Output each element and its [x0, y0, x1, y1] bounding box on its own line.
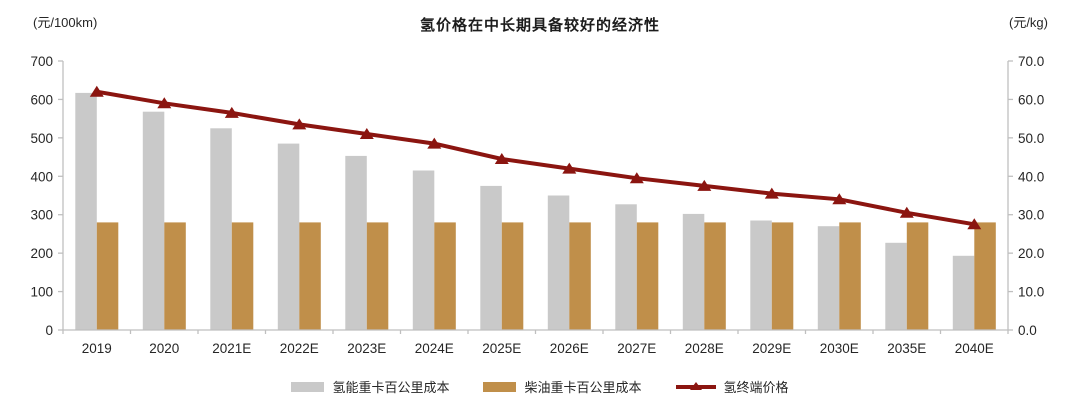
bar-h2-2019	[75, 92, 97, 331]
line-marker-2028E	[697, 179, 712, 191]
bar-diesel-2026E	[569, 222, 591, 330]
left-axis-unit-label: (元/100km)	[33, 15, 98, 30]
bar-h2-2025E	[480, 185, 502, 330]
h2-price-line	[96, 89, 975, 227]
bar-diesel-2024E	[434, 222, 456, 330]
bar-diesel-2028E	[704, 222, 726, 330]
svg-text:100: 100	[30, 285, 53, 300]
x-label-2024E: 2024E	[415, 341, 454, 356]
bar-diesel-2023E	[366, 222, 389, 330]
svg-text:60.0: 60.0	[1018, 92, 1044, 107]
x-label-2019: 2019	[82, 341, 112, 356]
bar-h2-2040E	[952, 255, 975, 330]
legend-item-h2-truck-cost: 氢能重卡百公里成本	[291, 377, 449, 396]
line-marker-2019	[89, 85, 104, 97]
svg-text:400: 400	[30, 169, 53, 184]
chart-legend: 氢能重卡百公里成本 柴油重卡百公里成本 氢终端价格	[0, 377, 1080, 396]
line-marker-2020	[157, 97, 172, 109]
svg-text:600: 600	[30, 92, 53, 107]
bar-diesel-2030E	[839, 222, 861, 330]
svg-text:200: 200	[30, 246, 53, 261]
x-label-2028E: 2028E	[685, 341, 724, 356]
x-label-2035E: 2035E	[887, 341, 926, 356]
x-label-2025E: 2025E	[482, 341, 521, 356]
bar-h2-2024E	[412, 170, 435, 330]
bar-diesel-2021E	[231, 222, 254, 330]
bar-h2-2020	[142, 111, 165, 330]
legend-item-diesel-truck-cost: 柴油重卡百公里成本	[483, 377, 642, 396]
svg-text:30.0: 30.0	[1018, 208, 1044, 223]
x-label-2022E: 2022E	[280, 341, 319, 356]
x-label-2029E: 2029E	[752, 341, 791, 356]
bar-h2-2030E	[817, 226, 840, 330]
svg-text:700: 700	[30, 54, 53, 69]
legend-label-diesel-truck-cost: 柴油重卡百公里成本	[524, 380, 642, 395]
line-marker-2035E	[899, 206, 914, 218]
x-label-2030E: 2030E	[820, 341, 859, 356]
svg-text:10.0: 10.0	[1018, 285, 1044, 300]
diesel-truck-bar-swatch-icon	[483, 381, 517, 392]
bar-diesel-2025E	[501, 222, 524, 330]
bar-h2-2028E	[682, 213, 705, 330]
line-marker-2021E	[224, 106, 239, 118]
svg-text:0: 0	[45, 323, 53, 338]
x-label-2026E: 2026E	[550, 341, 589, 356]
line-marker-2022E	[292, 118, 307, 130]
line-marker-2029E	[764, 187, 779, 199]
bar-h2-2026E	[547, 195, 570, 330]
bar-h2-2021E	[210, 128, 232, 331]
line-marker-2027E	[629, 172, 644, 184]
svg-text:300: 300	[30, 208, 53, 223]
bar-diesel-2027E	[636, 222, 659, 330]
x-label-2040E: 2040E	[955, 341, 994, 356]
svg-text:0.0: 0.0	[1018, 323, 1037, 338]
h2-truck-bar-swatch-icon	[291, 381, 325, 392]
x-label-2023E: 2023E	[347, 341, 386, 356]
bar-h2-2035E	[885, 242, 907, 330]
svg-text:20.0: 20.0	[1018, 246, 1044, 261]
bar-diesel-2040E	[974, 222, 996, 330]
bar-diesel-2029E	[771, 222, 794, 330]
legend-label-h2-truck-cost: 氢能重卡百公里成本	[332, 380, 450, 395]
svg-text:70.0: 70.0	[1018, 54, 1044, 69]
bar-h2-2023E	[345, 155, 367, 330]
line-marker-2030E	[832, 193, 847, 205]
line-marker-2026E	[562, 162, 577, 174]
legend-triangle-marker-icon	[689, 381, 702, 390]
bar-diesel-2020	[164, 222, 186, 330]
bar-h2-2027E	[615, 204, 637, 330]
bar-diesel-2035E	[906, 222, 929, 330]
right-axis-unit-label: (元/kg)	[1008, 15, 1048, 30]
x-label-2027E: 2027E	[617, 341, 656, 356]
legend-label-h2-terminal-price: 氢终端价格	[723, 380, 789, 395]
h2-price-line-swatch-icon	[675, 381, 716, 390]
bar-h2-2022E	[277, 143, 300, 330]
x-label-2020: 2020	[149, 341, 179, 356]
chart-title: 氢价格在中长期具备较好的经济性	[419, 17, 660, 34]
line-marker-2025E	[494, 153, 509, 164]
bar-diesel-2019	[96, 222, 119, 330]
line-marker-2024E	[427, 137, 442, 149]
bar-diesel-2022E	[299, 222, 321, 330]
line-marker-2023E	[359, 128, 374, 139]
bar-h2-2029E	[750, 220, 772, 330]
x-label-2021E: 2021E	[212, 341, 251, 356]
line-marker-2040E	[967, 218, 982, 230]
svg-text:40.0: 40.0	[1018, 169, 1044, 184]
legend-item-h2-terminal-price: 氢终端价格	[675, 377, 789, 396]
svg-text:500: 500	[30, 131, 53, 146]
svg-text:50.0: 50.0	[1018, 131, 1044, 146]
